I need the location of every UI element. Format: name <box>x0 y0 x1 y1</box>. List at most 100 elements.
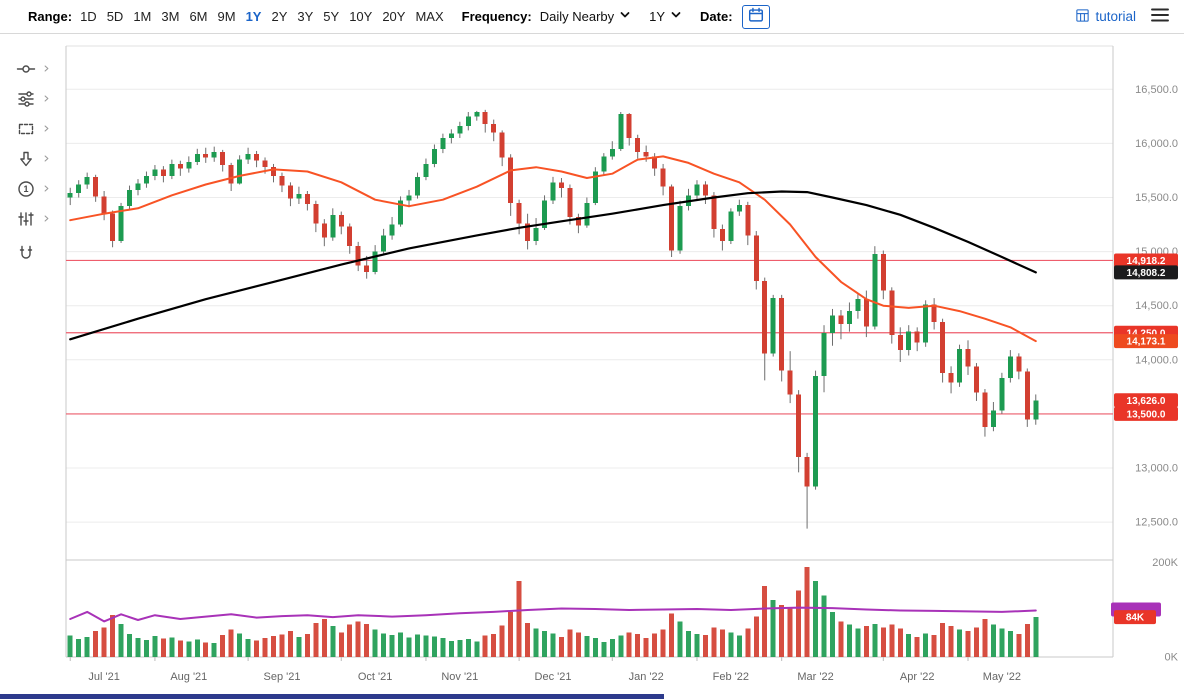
trendline-icon <box>16 59 36 79</box>
range-option-20y[interactable]: 20Y <box>382 9 406 24</box>
month-label: Nov '21 <box>441 671 478 683</box>
sma-slow-badge <box>1114 265 1178 280</box>
indicators-icon <box>16 89 36 109</box>
last-volume-badge <box>1114 610 1156 625</box>
month-label: Mar '22 <box>797 671 833 683</box>
range-option-1y[interactable]: 1Y <box>245 9 262 24</box>
sma-slow-badge-label: 14,808.2 <box>1127 268 1166 279</box>
hline-badge-13500 <box>1114 406 1178 421</box>
chevron-right-icon <box>41 153 52 164</box>
toolbar-right-group: tutorial <box>1075 5 1172 28</box>
frequency-value: Daily Nearby <box>539 9 615 24</box>
range-option-5y[interactable]: 5Y <box>323 9 340 24</box>
hamburger-icon <box>1150 5 1170 28</box>
axis-badges: 14,918.214,808.2 14,250.014,173.1 13,500.0… <box>1111 253 1178 625</box>
price-axis-label: 16,000.0 <box>1135 138 1178 150</box>
settings-tool[interactable] <box>16 208 52 229</box>
bottom-blue-bar <box>0 694 664 699</box>
period-value: 1Y <box>649 9 666 24</box>
chart-plot-area[interactable] <box>66 46 1113 657</box>
shapes-icon <box>16 119 36 139</box>
sma-fast-badge <box>1114 334 1178 349</box>
last-price-badge-label: 13,626.0 <box>1127 396 1166 407</box>
range-option-1m[interactable]: 1M <box>133 9 152 24</box>
range-option-3m[interactable]: 3M <box>161 9 180 24</box>
month-label: Oct '21 <box>358 671 393 683</box>
month-label: Aug '21 <box>170 671 207 683</box>
month-label: Dec '21 <box>535 671 572 683</box>
chevron-right-icon <box>41 93 52 104</box>
date-picker-button[interactable] <box>741 4 770 29</box>
sma-fast-line <box>69 155 1037 343</box>
magnet-icon <box>16 243 36 263</box>
month-label: Jan '22 <box>629 671 664 683</box>
candlestick-series <box>67 112 1039 487</box>
indicators-tool[interactable] <box>16 88 52 109</box>
time-axis: Jul '21 Aug '21 Sep '21 Oct '21 Nov '21 Dec '… <box>69 657 1021 683</box>
range-option-10y[interactable]: 10Y <box>349 9 373 24</box>
range-option-5d[interactable]: 5D <box>106 9 124 24</box>
annotations-tool[interactable]: 1 <box>16 178 52 199</box>
hline-badge-14250-label: 14,250.0 <box>1127 328 1166 339</box>
arrow-down-icon <box>16 149 36 169</box>
tutorial-link[interactable]: tutorial <box>1075 8 1136 26</box>
month-label: May '22 <box>983 671 1021 683</box>
range-option-2y[interactable]: 2Y <box>271 9 288 24</box>
sliders-icon <box>16 209 36 229</box>
period-dropdown[interactable]: 1Y <box>649 9 682 24</box>
range-option-3y[interactable]: 3Y <box>297 9 314 24</box>
price-axis-labels: 16,500.016,000.015,500.015,000.014,500.0… <box>1135 84 1178 529</box>
frequency-label: Frequency: <box>461 9 532 24</box>
frequency-dropdown[interactable]: Daily Nearby <box>540 9 631 24</box>
magnet-tool[interactable] <box>16 242 36 263</box>
grid-icon <box>1075 8 1090 26</box>
horizontal-lines <box>66 259 1113 415</box>
volume-axis-labels: 200K 0K <box>1152 557 1178 664</box>
tutorial-label: tutorial <box>1095 9 1136 24</box>
last-price-badge <box>1114 393 1178 408</box>
volume-ma-line <box>69 606 1037 623</box>
sma-fast-badge-label: 14,173.1 <box>1127 337 1166 348</box>
range-label: Range: <box>28 9 73 24</box>
chevron-down-icon <box>670 9 682 24</box>
volume-axis-label: 0K <box>1165 652 1179 664</box>
month-label: Apr '22 <box>900 671 935 683</box>
range-option-6m[interactable]: 6M <box>189 9 208 24</box>
chevron-right-icon <box>41 183 52 194</box>
hline-badge-14918-label: 14,918.2 <box>1127 256 1166 267</box>
hline-badge-14918 <box>1114 253 1178 268</box>
calendar-icon <box>747 6 765 27</box>
range-option-9m[interactable]: 9M <box>217 9 236 24</box>
price-axis-label: 16,500.0 <box>1135 84 1178 96</box>
last-volume-badge-label: 84K <box>1126 613 1145 624</box>
top-toolbar: Range: 1D 5D 1M 3M 6M 9M 1Y 2Y 3Y 5Y 10Y 20Y MAX Fre… <box>0 0 1184 34</box>
price-axis-label: 14,000.0 <box>1135 354 1178 366</box>
arrows-tool[interactable] <box>16 148 52 169</box>
price-axis-label: 14,500.0 <box>1135 300 1178 312</box>
hline-badge-13500-label: 13,500.0 <box>1127 410 1166 421</box>
chevron-down-icon <box>619 9 631 24</box>
number-one-icon: 1 <box>16 179 36 199</box>
sma-slow-line <box>69 190 1037 341</box>
price-axis-label: 13,000.0 <box>1135 463 1178 475</box>
volume-axis-label: 200K <box>1152 557 1178 569</box>
range-option-max[interactable]: MAX <box>415 9 444 24</box>
range-selector: 1D 5D 1M 3M 6M 9M 1Y 2Y 3Y 5Y 10Y 20Y MAX <box>80 9 444 24</box>
month-label: Jul '21 <box>88 671 119 683</box>
month-label: Feb '22 <box>713 671 749 683</box>
chevron-right-icon <box>41 63 52 74</box>
price-axis-label: 12,500.0 <box>1135 517 1178 529</box>
volume-series <box>67 566 1039 657</box>
chevron-right-icon <box>41 213 52 224</box>
shapes-tool[interactable] <box>16 118 52 139</box>
month-label: Sep '21 <box>263 671 300 683</box>
chevron-right-icon <box>41 123 52 134</box>
menu-button[interactable] <box>1150 5 1170 28</box>
draw-line-tool[interactable] <box>16 58 52 79</box>
price-axis-label: 15,500.0 <box>1135 192 1178 204</box>
drawing-toolbar: 1 <box>0 34 78 699</box>
range-option-1d[interactable]: 1D <box>80 9 97 24</box>
svg-text:1: 1 <box>23 184 28 194</box>
